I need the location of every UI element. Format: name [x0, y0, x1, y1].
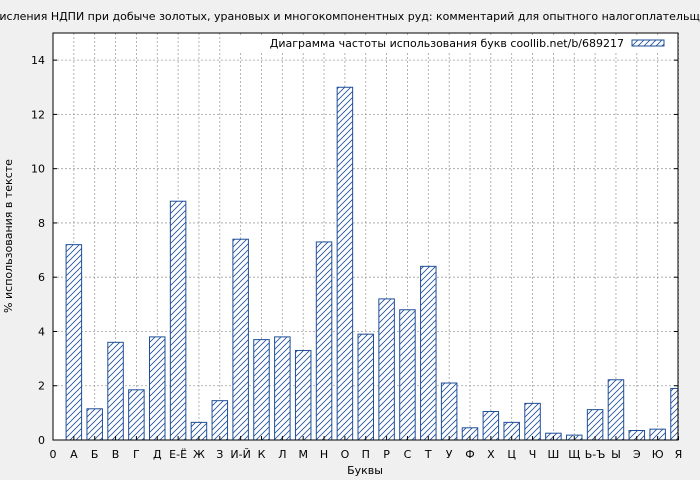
bar-Е-Ё [169, 200, 187, 440]
x-tick-label: Д [153, 448, 162, 461]
bar-Ч [524, 402, 541, 440]
x-axis-label: Буквы [347, 464, 383, 477]
y-axis-ticks: 0 2 4 6 8 10 12 14 [31, 54, 678, 447]
x-tick-label: Щ [568, 448, 580, 461]
x-tick-label: У [446, 448, 453, 461]
y-tick-label: 4 [38, 325, 45, 338]
bar-Л [274, 336, 291, 440]
bar-Ж [190, 421, 208, 440]
y-tick-label: 0 [38, 434, 45, 447]
x-tick-label: Я [675, 448, 683, 461]
bar-К [253, 339, 270, 440]
bar-Н [315, 241, 333, 440]
bar-Т [420, 265, 437, 440]
x-tick-label: Л [278, 448, 286, 461]
x-tick-label: Ш [548, 448, 560, 461]
x-tick-label: Р [383, 448, 390, 461]
bar-Б [86, 408, 103, 440]
x-tick-label: З [216, 448, 223, 461]
bar-Я [670, 387, 678, 440]
bar-Р [378, 298, 395, 440]
bar-М [294, 349, 312, 440]
x-tick-label: 0 [50, 448, 57, 461]
x-tick-label: Е-Ё [169, 448, 187, 461]
bar-Ю [649, 428, 666, 440]
bar-Х [482, 411, 500, 440]
y-tick-label: 2 [38, 380, 45, 393]
y-tick-label: 10 [31, 163, 45, 176]
x-axis-ticks: 0 А Б В Г Д Е-Ё Ж З И-Й К Л М Н О П Р С Т У Ф Х Ц Ч Ш Щ Ь-Ъ Ы Э Ю Я [50, 436, 683, 461]
x-tick-label: И-Й [230, 448, 250, 461]
bar-Д [149, 336, 166, 440]
bar-С [399, 309, 416, 440]
y-tick-label: 12 [31, 108, 45, 121]
bar-Ц [503, 421, 520, 440]
bar-Ы [607, 379, 625, 440]
x-tick-label: Ь-Ъ [585, 448, 606, 461]
bar-Ф [461, 427, 479, 440]
x-tick-label: П [362, 448, 370, 461]
bar-В [107, 341, 124, 440]
y-tick-label: 6 [38, 271, 45, 284]
bar-Ь-Ъ [586, 409, 604, 440]
x-tick-label: Э [633, 448, 641, 461]
x-tick-label: Ф [465, 448, 474, 461]
y-tick-label: 8 [38, 217, 45, 230]
x-tick-label: Ц [507, 448, 516, 461]
x-tick-label: Ю [652, 448, 664, 461]
x-tick-label: К [258, 448, 266, 461]
bars [65, 86, 678, 440]
x-tick-label: Г [133, 448, 140, 461]
bar-А [65, 244, 83, 440]
x-tick-label: Х [487, 448, 495, 461]
chart-title: исчисления НДПИ при добыче золотых, уран… [0, 10, 700, 23]
x-tick-label: А [70, 448, 78, 461]
bar-У [440, 382, 458, 440]
x-tick-label: Н [320, 448, 328, 461]
bar-О [336, 86, 354, 440]
x-tick-label: В [112, 448, 120, 461]
bar-И-Й [232, 238, 249, 440]
bar-П [357, 333, 374, 440]
x-tick-label: Ы [611, 448, 621, 461]
x-tick-label: О [341, 448, 350, 461]
x-tick-label: Т [424, 448, 432, 461]
bar-З [211, 400, 229, 440]
x-tick-label: Ж [193, 448, 205, 461]
legend-box [239, 36, 675, 51]
legend: Диаграмма частоты использования букв coo… [239, 36, 675, 51]
legend-swatch [631, 39, 665, 47]
bar-Г [128, 389, 145, 440]
x-tick-label: Б [91, 448, 99, 461]
y-axis-label: % использования в тексте [2, 159, 15, 313]
legend-label: Диаграмма частоты использования букв coo… [270, 37, 624, 50]
y-tick-label: 14 [31, 54, 45, 67]
x-tick-label: С [404, 448, 412, 461]
x-tick-label: Ч [529, 448, 537, 461]
x-tick-label: М [298, 448, 308, 461]
